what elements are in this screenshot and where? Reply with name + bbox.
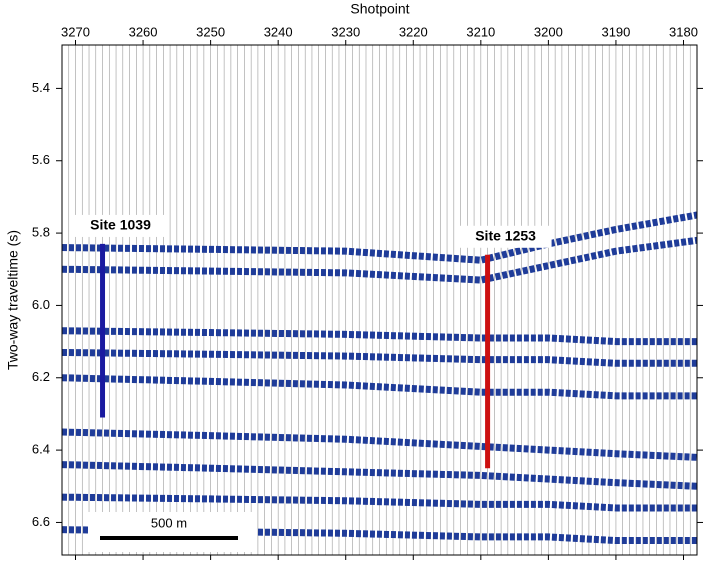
reflector: [62, 211, 697, 264]
x-tick-label: 3230: [331, 24, 360, 39]
reflector: [62, 461, 697, 490]
reflector: [62, 327, 697, 346]
x-tick-label: 3180: [669, 24, 698, 39]
traces: [62, 45, 697, 555]
y-tick-label: 6.0: [32, 297, 50, 312]
plot-frame: [61, 44, 698, 556]
y-tick-label: 6.2: [32, 369, 50, 384]
site-label-bg: [74, 214, 167, 237]
y-tick-label: 5.6: [32, 152, 50, 167]
x-tick-label: 3260: [129, 24, 158, 39]
site-label-bg: [459, 225, 552, 248]
site-label: Site 1039: [90, 217, 151, 233]
y-tick-label: 5.8: [32, 225, 50, 240]
marks: [62, 211, 697, 545]
x-tick-label: 3220: [399, 24, 428, 39]
site-label: Site 1253: [475, 227, 536, 243]
x-tick-label: 3270: [61, 24, 90, 39]
x-tick-label: 3250: [196, 24, 225, 39]
scale-label: 500 m: [151, 515, 187, 530]
x-tick-label: 3200: [534, 24, 563, 39]
x-tick-label: 3240: [264, 24, 293, 39]
y-tick-label: 6.6: [32, 514, 50, 529]
y-tick-label: 5.4: [32, 80, 50, 95]
reflector: [62, 236, 697, 284]
scale-box: [88, 512, 256, 552]
y-axis-label: Two-way traveltime (s): [5, 230, 21, 370]
x-tick-label: 3190: [601, 24, 630, 39]
reflector: [62, 428, 697, 461]
reflector: [62, 374, 697, 400]
x-tick-label: 3210: [466, 24, 495, 39]
reflector: [62, 493, 697, 512]
reflector: [62, 348, 697, 367]
x-axis-label: Shotpoint: [350, 1, 409, 17]
y-tick-label: 6.4: [32, 442, 50, 457]
